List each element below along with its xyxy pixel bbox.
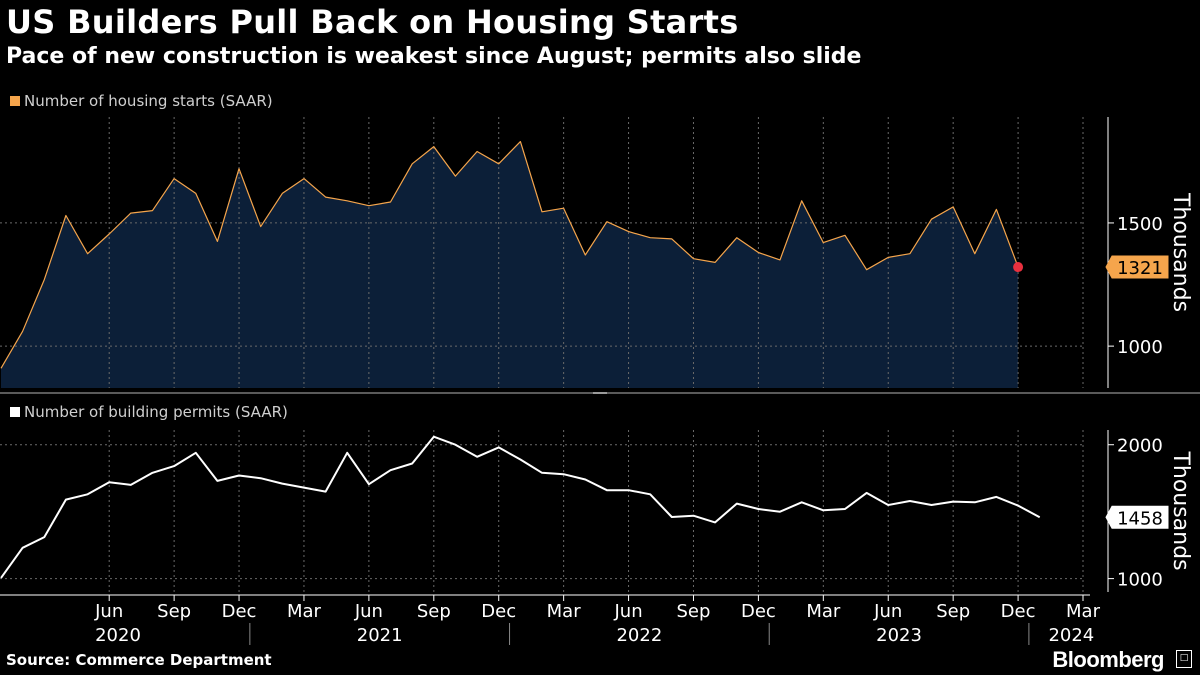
last-point-marker (1013, 262, 1024, 273)
x-month-label: Jun (873, 601, 902, 622)
source-note: Source: Commerce Department (6, 651, 272, 669)
building-permits-line (0, 435, 1041, 579)
x-month-label: Jun (613, 601, 642, 622)
x-month-label: Sep (677, 601, 711, 622)
x-month-label: Sep (936, 601, 970, 622)
x-month-label: Mar (547, 601, 582, 622)
starts-area-fill (1, 141, 1019, 388)
y-tick-label-1000: 1000 (1117, 337, 1163, 358)
x-year-label: 2021 (357, 625, 403, 646)
page-subtitle: Pace of new construction is weakest sinc… (6, 44, 862, 69)
x-month-label: Dec (741, 601, 776, 622)
page-title: US Builders Pull Back on Housing Starts (6, 3, 739, 41)
legend-label-starts: Number of housing starts (SAAR) (24, 92, 273, 110)
y-tick-label-1000: 1000 (1117, 570, 1163, 591)
x-month-label: Dec (222, 601, 257, 622)
x-month-label: Sep (157, 601, 191, 622)
x-year-label: 2020 (95, 625, 141, 646)
y-tick-label-2000: 2000 (1117, 436, 1163, 457)
bloomberg-logo: Bloomberg (1052, 647, 1164, 672)
x-year-label: 2022 (616, 625, 662, 646)
x-year-label: 2024 (1048, 625, 1094, 646)
x-month-label: Jun (94, 601, 123, 622)
legend-label-permits: Number of building permits (SAAR) (24, 403, 288, 421)
legend-building-permits: Number of building permits (SAAR) (10, 403, 288, 421)
bloomberg-terminal-icon: □ (1176, 650, 1192, 668)
y-tick-label-1500: 1500 (1117, 214, 1163, 235)
x-month-label: Mar (287, 601, 322, 622)
last-value-badge (1105, 505, 1169, 529)
housing-starts-line (0, 141, 1019, 369)
x-month-label: Sep (417, 601, 451, 622)
y-axis-title: Thousands (1168, 192, 1193, 312)
x-month-label: Jun (354, 601, 383, 622)
x-year-label: 2023 (876, 625, 922, 646)
x-month-label: Dec (1001, 601, 1036, 622)
x-month-label: Dec (481, 601, 516, 622)
y-axis-title: Thousands (1168, 450, 1193, 570)
last-value-label: 1321 (1117, 258, 1163, 279)
x-month-label: Mar (806, 601, 841, 622)
x-month-label: Mar (1066, 601, 1101, 622)
legend-swatch-starts (10, 96, 20, 106)
legend-housing-starts: Number of housing starts (SAAR) (10, 92, 273, 110)
last-value-badge (1105, 255, 1169, 279)
legend-swatch-permits (10, 407, 20, 417)
last-value-label: 1458 (1117, 508, 1163, 529)
x-axis: Jun Sep Dec Mar Jun Sep Dec Mar Jun Sep Dec Mar Jun S… (0, 594, 1101, 646)
